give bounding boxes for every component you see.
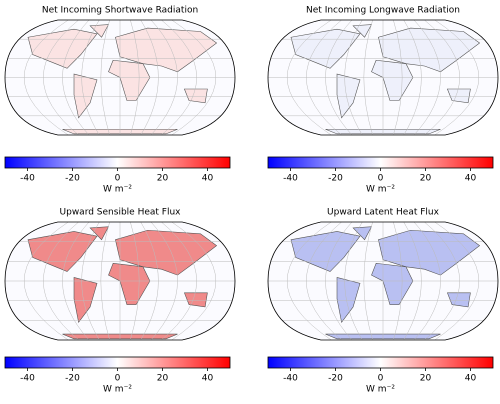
colorbar-tick-label: -40	[20, 174, 35, 184]
land	[108, 59, 151, 101]
colorbar-tick-label: 20	[157, 174, 169, 184]
colorbar-tick-label: -20	[65, 174, 80, 184]
meridian	[363, 222, 373, 340]
meridian	[344, 20, 363, 135]
land	[73, 73, 98, 119]
meridian	[100, 20, 110, 135]
meridian	[325, 222, 353, 340]
map-content	[5, 222, 235, 340]
map-content	[268, 20, 498, 135]
meridian	[161, 222, 197, 340]
meridian	[403, 222, 422, 340]
map-border	[4, 19, 236, 136]
meridian	[424, 222, 460, 340]
colorbar-tick-label: 0	[378, 174, 384, 184]
colorbar-tick-label: 20	[157, 374, 169, 384]
panel-title: Upward Latent Heat Flux	[327, 208, 440, 218]
meridian	[403, 20, 422, 135]
meridian	[434, 20, 480, 135]
meridian	[62, 20, 90, 135]
panel-title: Upward Sensible Heat Flux	[60, 208, 182, 218]
meridian	[130, 20, 140, 135]
meridian	[81, 20, 100, 135]
colorbar-label: W m⁻²	[103, 385, 132, 395]
colorbar-tick-label: -40	[283, 174, 298, 184]
meridian	[393, 20, 403, 135]
meridian	[413, 20, 441, 135]
meridian	[363, 20, 373, 135]
land	[108, 262, 151, 305]
colorbar-tick-label: 40	[465, 174, 477, 184]
meridian	[286, 20, 332, 135]
land	[336, 277, 361, 324]
colorbar-tick-label: 0	[378, 374, 384, 384]
map-content	[5, 20, 235, 135]
meridian	[171, 222, 217, 340]
meridian	[130, 222, 140, 340]
colorbar	[4, 156, 231, 169]
colorbar-label: W m⁻²	[103, 185, 132, 195]
colorbar-label: W m⁻²	[366, 385, 395, 395]
meridian	[171, 20, 217, 135]
meridian	[393, 222, 403, 340]
panel: Upward Latent Heat Flux -40 -20 0 20 40 W m⁻²	[267, 208, 499, 395]
panel-title: Net Incoming Longwave Radiation	[306, 6, 460, 16]
colorbar-tick-label: -20	[328, 374, 343, 384]
meridian	[434, 222, 480, 340]
colorbar-tick-label: -20	[65, 374, 80, 384]
colorbar-tick-label: 20	[420, 174, 432, 184]
meridian	[150, 222, 178, 340]
colorbar-tick-label: 40	[465, 374, 477, 384]
meridian	[413, 222, 441, 340]
colorbar-tick-label: 0	[115, 374, 121, 384]
meridian	[100, 222, 110, 340]
colorbar-tick-label: -20	[328, 174, 343, 184]
land	[73, 277, 98, 324]
panel: Net Incoming Longwave Radiation -40 -20 0 20…	[267, 6, 499, 195]
panel: Upward Sensible Heat Flux -40 -20 0 20 40 W m⁻…	[4, 208, 236, 395]
meridian	[43, 20, 79, 135]
meridian	[150, 20, 178, 135]
meridian	[306, 222, 342, 340]
meridian	[306, 20, 342, 135]
map-border	[267, 221, 499, 341]
meridian	[43, 222, 79, 340]
map-border	[4, 221, 236, 341]
land	[371, 262, 414, 305]
colorbar-tick-label: -40	[20, 374, 35, 384]
map-border	[267, 19, 499, 136]
map-content	[268, 222, 498, 340]
meridian	[424, 20, 460, 135]
colorbar	[4, 356, 231, 369]
colorbar-label: W m⁻²	[366, 185, 395, 195]
colorbar-tick-label: -40	[283, 374, 298, 384]
colorbar	[267, 356, 494, 369]
colorbar-tick-label: 20	[420, 374, 432, 384]
meridian	[344, 222, 363, 340]
panel: Net Incoming Shortwave Radiation -40 -20 0 2…	[4, 6, 236, 195]
meridian	[325, 20, 353, 135]
land	[371, 59, 414, 101]
meridian	[23, 20, 69, 135]
meridian	[23, 222, 69, 340]
colorbar	[267, 156, 494, 169]
panel-title: Net Incoming Shortwave Radiation	[42, 6, 198, 16]
meridian	[161, 20, 197, 135]
meridian	[62, 222, 90, 340]
colorbar-tick-label: 40	[202, 374, 214, 384]
meridian	[81, 222, 100, 340]
colorbar-tick-label: 0	[115, 174, 121, 184]
meridian	[140, 20, 159, 135]
meridian	[286, 222, 332, 340]
meridian	[140, 222, 159, 340]
colorbar-tick-label: 40	[202, 174, 214, 184]
land	[336, 73, 361, 119]
